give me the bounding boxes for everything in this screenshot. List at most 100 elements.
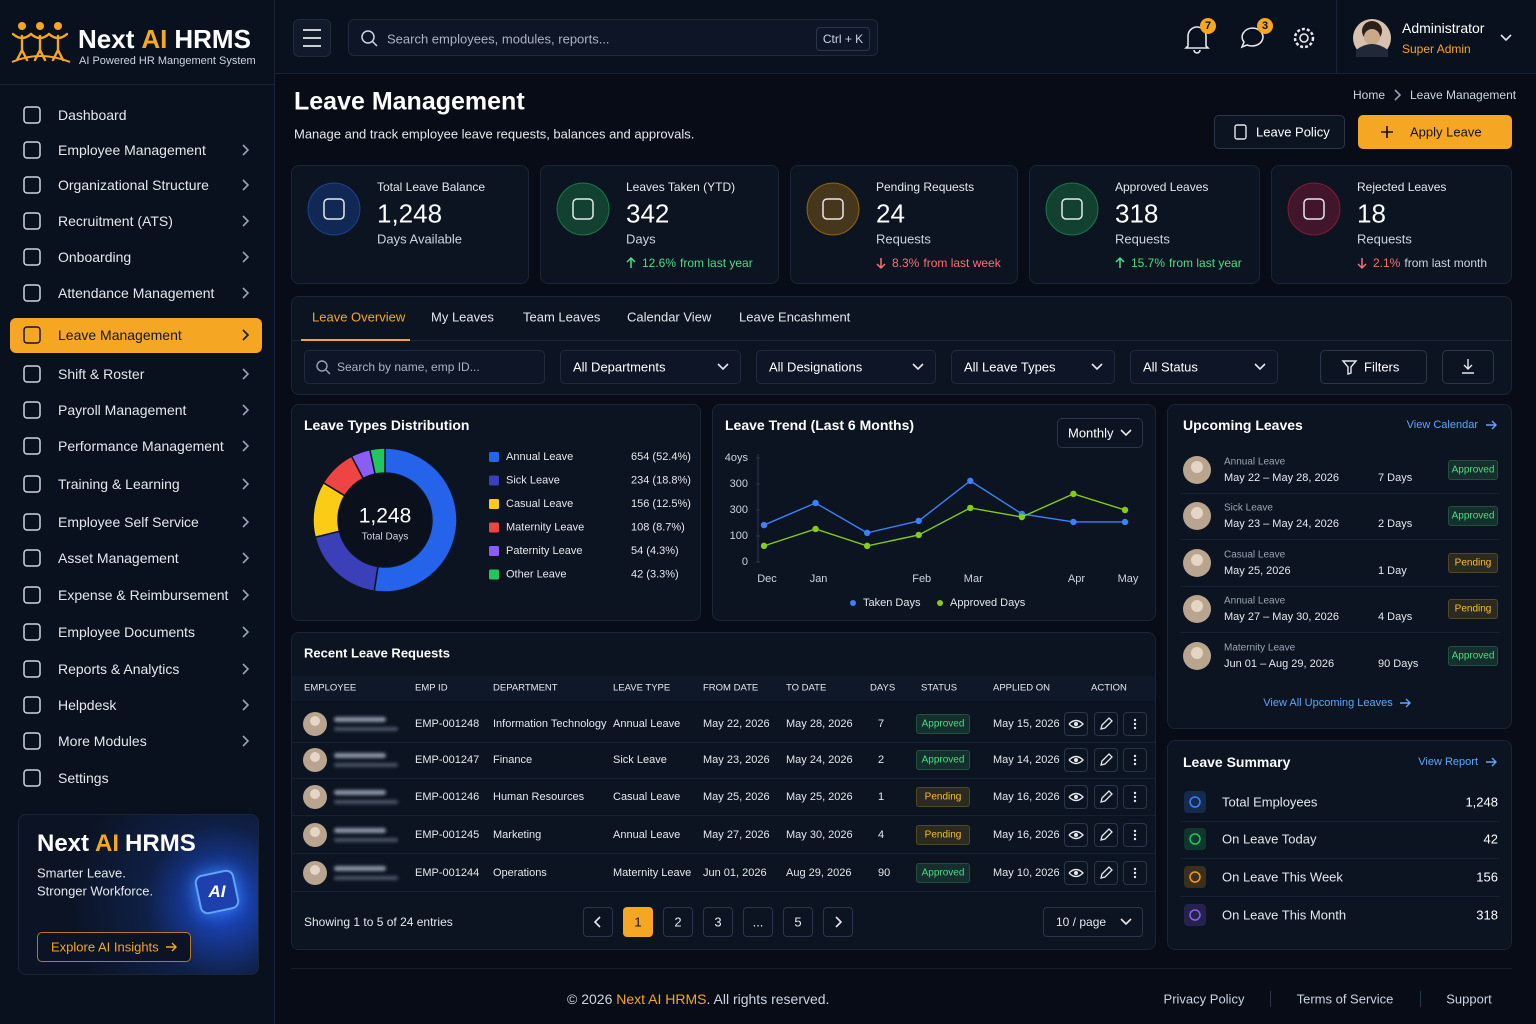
tab[interactable]: My Leaves [431,309,494,325]
menu-button[interactable] [293,19,331,57]
change-pct: 8.3% [892,256,920,270]
column-header: TO DATE [786,682,827,694]
action-button[interactable] [1064,785,1088,809]
card-link[interactable]: View Calendar [1406,419,1478,431]
page-button[interactable] [743,907,773,937]
footer-link[interactable]: Terms of Service [1296,991,1394,1007]
brand-name: Next AI HRMS [78,22,278,56]
row-divider [292,891,1155,892]
nav-item[interactable] [10,761,262,795]
chart-card [291,404,701,621]
chart-title: Leave Types Distribution [304,417,470,433]
status-badge-label: Approved [1451,464,1495,476]
change-pct: 15.7% [1131,256,1166,270]
filters-label: Filters [1364,359,1400,375]
divider [0,84,274,85]
select[interactable] [951,350,1115,384]
nav-item[interactable] [10,240,262,274]
table-header-bg [292,676,1155,701]
blurred-name [334,790,386,795]
breadcrumb: Home [1353,88,1386,102]
tab[interactable]: Calendar View [627,309,712,325]
nav-label: Onboarding [58,249,132,265]
select[interactable] [1130,350,1278,384]
action-button[interactable] [1094,748,1118,772]
action-button[interactable] [1123,785,1147,809]
stat-value: 1,248 [377,198,443,229]
filters-button[interactable] [1320,350,1427,384]
select-label: All Departments [573,359,666,375]
page-button[interactable] [783,907,813,937]
select[interactable] [560,350,741,384]
summary-value: 156 [1476,869,1498,885]
select[interactable] [756,350,936,384]
search-placeholder: Search employees, modules, reports... [387,31,610,47]
table-cell: Information Technology [493,718,607,730]
status-badge-label: Pending [1454,557,1492,569]
row-divider [1180,896,1500,897]
action-button[interactable] [1123,712,1147,736]
page-button[interactable] [663,907,693,937]
period-select[interactable] [1057,418,1143,448]
select-label: All Leave Types [964,359,1056,375]
table-cell: EMP-001246 [415,791,480,803]
page-next[interactable] [823,907,853,937]
summary-icon [1184,791,1206,813]
filter-search-placeholder: Search by name, emp ID... [337,360,480,374]
action-button[interactable] [1094,823,1118,847]
footer-link[interactable]: Support [1446,991,1492,1007]
action-button[interactable] [1123,823,1147,847]
nav-item[interactable] [10,98,262,132]
chevron [1394,89,1402,101]
download-button[interactable] [1442,350,1494,384]
card-title: Recent Leave Requests [304,645,450,661]
action-button[interactable] [1094,712,1118,736]
table-cell: May 27, 2026 [703,829,770,841]
action-button[interactable] [1123,861,1147,885]
page-subtitle: Manage and track employee leave requests… [294,126,695,142]
table-cell: 4 [878,829,885,841]
action-button[interactable] [1094,785,1118,809]
table-cell: 90 [878,867,891,879]
user-role: Super Admin [1402,42,1471,56]
stat-label: Rejected Leaves [1357,180,1447,194]
card-link[interactable]: View Report [1418,756,1478,768]
leave-days: 7 Days [1378,472,1413,484]
summary-value: 318 [1476,907,1498,923]
per-page-select[interactable] [1043,907,1143,937]
filter-search[interactable] [304,350,545,384]
action-button[interactable] [1064,748,1088,772]
footer-link[interactable]: Privacy Policy [1163,991,1245,1007]
action-button[interactable] [1064,823,1088,847]
page-button[interactable] [623,907,653,937]
status-badge-label: Approved [1451,650,1495,662]
brand-word: Next [78,24,135,54]
global-search[interactable] [348,19,878,56]
promo-button[interactable] [37,932,191,962]
promo-button-label: Explore AI Insights [51,939,159,955]
card-footer-link[interactable]: View All Upcoming Leaves [1263,697,1393,709]
page-number: 5 [794,914,802,930]
nav-label: Recruitment (ATS) [58,213,173,229]
row-divider [1180,586,1500,587]
table-cell: 1 [878,791,885,803]
table-cell: May 10, 2026 [993,867,1060,879]
summary-label: On Leave This Month [1222,907,1347,923]
action-button[interactable] [1064,712,1088,736]
stat-value: 318 [1115,198,1159,229]
leave-type: Maternity Leave [1224,642,1296,654]
tab[interactable]: Team Leaves [523,309,601,325]
nav-item[interactable] [10,688,262,722]
tab[interactable]: Leave Encashment [739,309,851,325]
action-button[interactable] [1064,861,1088,885]
row-divider [292,742,1155,743]
tab[interactable]: Leave Overview [312,309,406,325]
page-prev[interactable] [583,907,613,937]
table-info: Showing 1 to 5 of 24 entries [304,915,453,929]
nav-label: Dashboard [58,107,127,123]
page-button[interactable] [703,907,733,937]
action-button[interactable] [1094,861,1118,885]
action-button[interactable] [1123,748,1147,772]
page-number: 2 [674,914,682,930]
